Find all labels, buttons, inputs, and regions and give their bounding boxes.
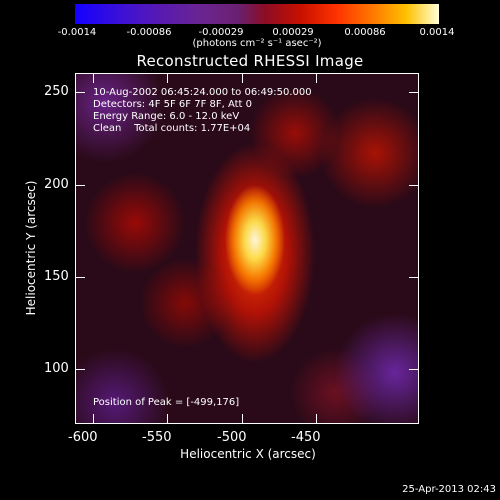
x-tick [167, 414, 168, 424]
colorbar-tick-label: -0.00086 [126, 27, 172, 38]
y-tick-label: 100 [44, 361, 69, 376]
detectors-text: Detectors: 4F 5F 6F 7F 8F, Att 0 [93, 99, 253, 110]
image-title: Reconstructed RHESSI Image [136, 52, 364, 70]
x-tick [242, 73, 243, 83]
x-tick-label: -550 [142, 430, 172, 445]
colorbar-tick-label: -0.0014 [57, 27, 97, 38]
x-axis-label: Heliocentric X (arcsec) [180, 447, 316, 461]
y-tick [409, 185, 419, 186]
colorbar-tick-label: -0.00029 [198, 27, 244, 38]
y-tick [75, 185, 85, 186]
colorbar [75, 4, 439, 24]
colorbar-units: (photons cm⁻² s⁻¹ asec⁻²) [192, 38, 322, 49]
timestamp: 25-Apr-2013 02:43 [402, 484, 496, 495]
x-tick [316, 73, 317, 83]
x-tick-label: -450 [291, 430, 321, 445]
y-tick [75, 369, 85, 370]
y-tick [409, 92, 419, 93]
clean-counts-text: Clean Total counts: 1.77E+04 [93, 123, 251, 134]
x-tick [242, 414, 243, 424]
x-tick [93, 414, 94, 424]
rhessi-image: 10-Aug-2002 06:45:24.000 to 06:49:50.000… [75, 73, 419, 424]
colorbar-tick-label: 0.00086 [344, 27, 386, 38]
x-tick-label: -500 [217, 430, 247, 445]
y-tick [409, 369, 419, 370]
x-tick-label: -600 [68, 430, 98, 445]
y-tick-label: 250 [44, 84, 69, 99]
x-tick [316, 414, 317, 424]
time-range-text: 10-Aug-2002 06:45:24.000 to 06:49:50.000 [93, 87, 312, 98]
y-axis-label: Heliocentric Y (arcsec) [24, 180, 38, 316]
y-tick [75, 277, 85, 278]
peak-position-text: Position of Peak = [-499,176] [93, 397, 240, 408]
y-tick-label: 150 [44, 269, 69, 284]
y-tick [409, 277, 419, 278]
colorbar-tick-label: 0.0014 [419, 27, 455, 38]
y-tick-label: 200 [44, 177, 69, 192]
y-tick [75, 92, 85, 93]
colorbar-tick-label: 0.00029 [272, 27, 314, 38]
energy-range-text: Energy Range: 6.0 - 12.0 keV [93, 111, 240, 122]
x-tick [93, 73, 94, 83]
x-tick [167, 73, 168, 83]
